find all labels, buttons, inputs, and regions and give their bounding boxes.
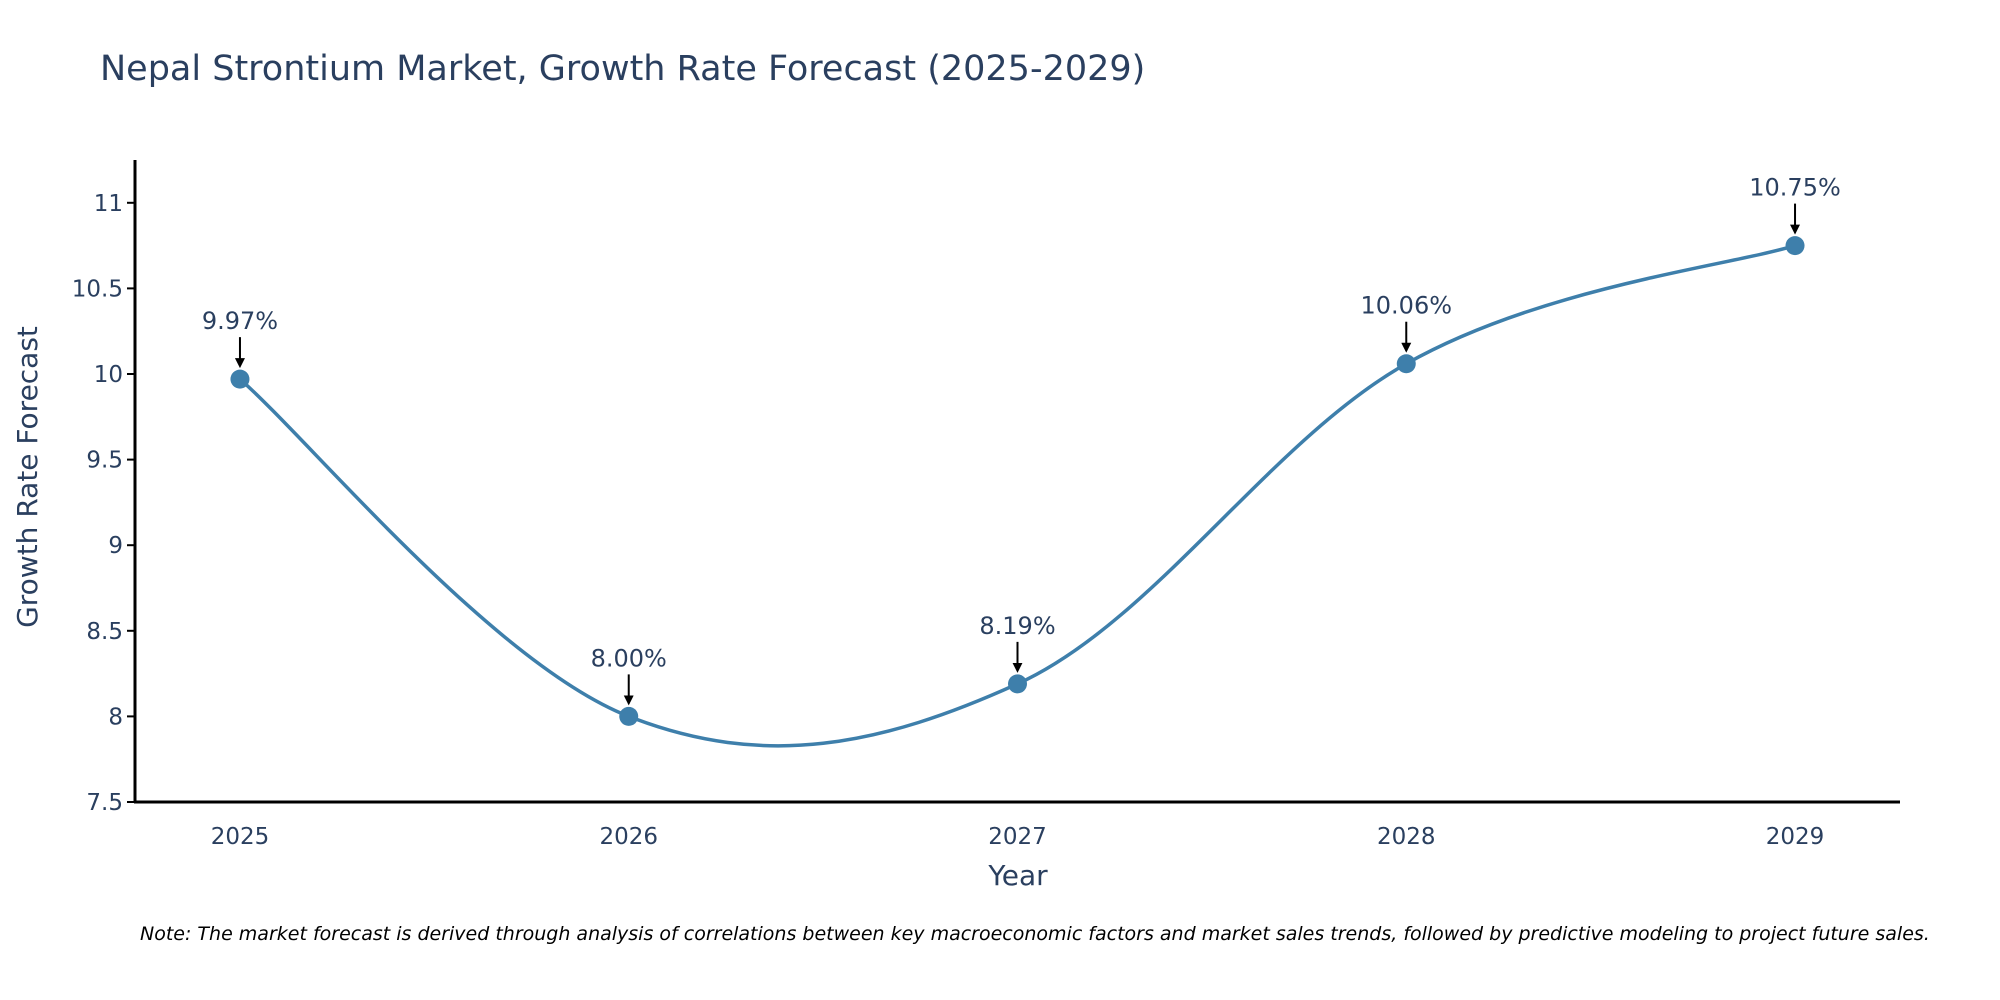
y-tick-label: 8.5 <box>86 619 123 645</box>
data-label: 9.97% <box>202 307 278 335</box>
y-tick-label: 11 <box>94 191 123 217</box>
y-axis-title: Growth Rate Forecast <box>11 326 44 628</box>
data-point <box>1396 354 1416 374</box>
x-axis-title: Year <box>987 859 1048 892</box>
x-tick-label: 2028 <box>1377 824 1436 850</box>
x-tick-label: 2025 <box>211 824 270 850</box>
x-tick-label: 2026 <box>599 824 658 850</box>
data-label: 10.06% <box>1361 292 1453 320</box>
data-point <box>230 369 250 389</box>
data-point <box>619 706 639 726</box>
data-label: 8.19% <box>979 612 1055 640</box>
data-point <box>1785 236 1805 256</box>
plot-area: 7.5 8 8.5 9 9.5 10 10.5 11 2025 2026 2027 2028 2029 9… <box>72 160 1900 850</box>
data-point <box>1008 674 1027 694</box>
y-tick-label: 8 <box>108 704 123 730</box>
y-tick-label: 9.5 <box>86 448 123 474</box>
x-tick-label: 2029 <box>1766 824 1825 850</box>
x-tick-label: 2027 <box>988 824 1047 850</box>
y-tick-label: 10 <box>94 362 123 388</box>
y-tick-label: 7.5 <box>86 790 123 816</box>
y-tick-label: 10.5 <box>72 276 123 302</box>
data-label: 10.75% <box>1749 174 1841 202</box>
y-tick-label: 9 <box>108 533 123 559</box>
chart-title: Nepal Strontium Market, Growth Rate Fore… <box>100 49 1145 89</box>
chart-note: Note: The market forecast is derived thr… <box>140 923 1930 945</box>
data-label: 8.00% <box>591 644 667 672</box>
